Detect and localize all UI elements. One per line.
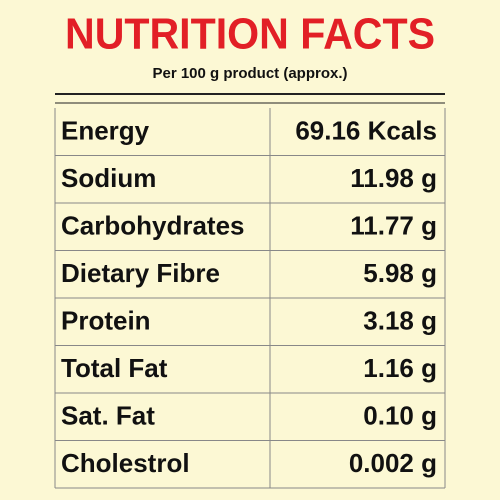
nutrient-name: Energy — [61, 116, 150, 146]
nutrient-name: Sat. Fat — [61, 401, 155, 431]
nutrient-name: Cholestrol — [61, 448, 190, 478]
nutrient-amount: 69.16 Kcals — [295, 116, 437, 146]
nutrient-amount: 1.16 g — [363, 353, 437, 383]
nutrient-amount: 5.98 g — [363, 258, 437, 288]
nutrient-name: Sodium — [61, 163, 156, 193]
table: Energy 69.16 Kcals Sodium 11.98 g Carbohydra… — [54, 108, 446, 489]
title: NUTRITION FACTS — [65, 10, 435, 59]
nutrient-name: Protein — [61, 306, 151, 336]
subtitle: Per 100 g product (approx.) — [152, 65, 347, 82]
nutrient-name: Dietary Fibre — [61, 258, 220, 288]
nutrient-amount: 0.002 g — [349, 448, 437, 478]
nutrient-amount: 3.18 g — [363, 306, 437, 336]
nutrient-amount: 11.98 g — [350, 163, 437, 193]
nutrient-amount: 0.10 g — [363, 401, 437, 431]
nutrient-amount: 11.77 g — [350, 211, 437, 241]
nutrient-name: Total Fat — [61, 353, 168, 383]
nutrient-name: Carbohydrates — [61, 211, 245, 241]
